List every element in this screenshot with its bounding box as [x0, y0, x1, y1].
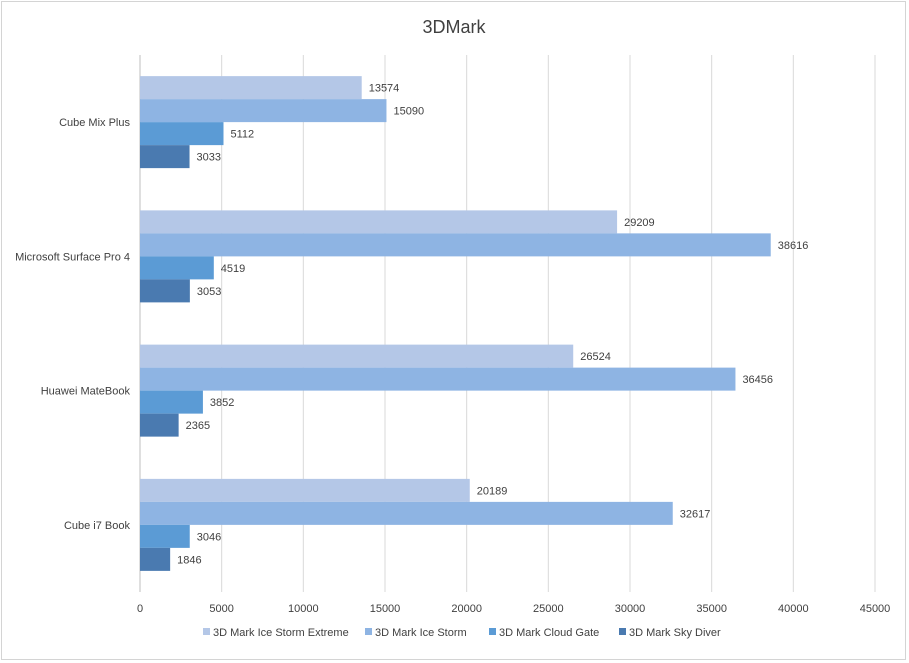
category-labels: Cube Mix Plus Microsoft Surface Pro 4 Huaw…: [15, 117, 130, 532]
bar: [140, 547, 171, 571]
category-label: Cube Mix Plus: [59, 117, 130, 129]
data-label: 36456: [742, 374, 773, 386]
bar: [140, 99, 387, 123]
data-label: 20189: [477, 485, 508, 497]
x-tick-label: 35000: [696, 603, 727, 615]
data-label: 3053: [197, 286, 221, 298]
data-label: 5112: [230, 129, 254, 141]
x-tick-label: 15000: [370, 603, 401, 615]
category-label: Microsoft Surface Pro 4: [15, 251, 130, 263]
legend: 3D Mark Ice Storm Extreme 3D Mark Ice Sto…: [203, 627, 721, 639]
x-tick-label: 5000: [209, 603, 233, 615]
legend-entry: 3D Mark Ice Storm Extreme: [213, 627, 349, 639]
bar: [140, 390, 203, 414]
category-label: Huawei MateBook: [41, 386, 131, 398]
x-tick-label: 40000: [778, 603, 809, 615]
bar: [140, 210, 618, 234]
bar: [140, 122, 224, 146]
bar: [140, 501, 673, 525]
x-tick-label: 25000: [533, 603, 564, 615]
data-label: 13574: [369, 83, 400, 95]
legend-swatch: [203, 628, 210, 635]
category-label: Cube i7 Book: [64, 520, 131, 532]
bar: [140, 76, 362, 100]
x-tick-label: 45000: [860, 603, 891, 615]
data-label: 3852: [210, 397, 234, 409]
data-label: 2365: [186, 420, 210, 432]
legend-entry: 3D Mark Cloud Gate: [499, 627, 599, 639]
x-tick-label: 10000: [288, 603, 319, 615]
data-label: 3046: [197, 531, 221, 543]
legend-entry: 3D Mark Sky Diver: [629, 627, 721, 639]
x-tick-label: 0: [137, 603, 143, 615]
data-label: 4519: [221, 263, 245, 275]
legend-swatch: [489, 628, 496, 635]
data-label: 15090: [393, 106, 424, 118]
x-tick-label: 30000: [615, 603, 646, 615]
bar: [140, 413, 179, 437]
data-label: 26524: [580, 351, 611, 363]
chart-title: 3DMark: [422, 17, 486, 37]
bar: [140, 367, 736, 391]
legend-swatch: [365, 628, 372, 635]
data-label: 38616: [778, 240, 809, 252]
x-tick-label: 20000: [451, 603, 482, 615]
data-label: 1846: [177, 554, 201, 566]
bar: [140, 145, 190, 169]
bar: [140, 233, 771, 257]
bars: [140, 76, 771, 571]
data-label: 32617: [680, 508, 711, 520]
data-label: 3033: [197, 152, 221, 164]
bar: [140, 256, 214, 280]
legend-entry: 3D Mark Ice Storm: [375, 627, 467, 639]
bar: [140, 524, 190, 548]
bar: [140, 478, 470, 502]
legend-swatch: [619, 628, 626, 635]
x-axis-ticks: 0 5000 10000 15000 20000 25000 30000 35000 40000…: [137, 603, 890, 615]
bar: [140, 279, 190, 303]
data-label: 29209: [624, 217, 655, 229]
bar: [140, 344, 574, 368]
